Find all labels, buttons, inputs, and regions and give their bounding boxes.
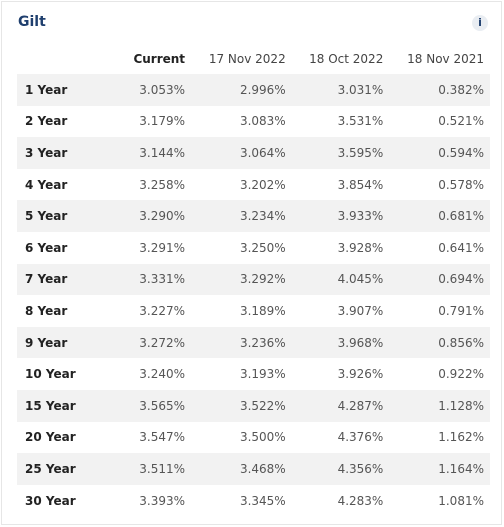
- table-row: 10 Year 3.240% 3.193% 3.926% 0.922%: [17, 358, 490, 390]
- header-17-nov-2022: 17 Nov 2022: [208, 51, 286, 66]
- table-row: 9 Year 3.272% 3.236% 3.968% 0.856%: [17, 326, 490, 359]
- cell-18-nov-2021: 0.594%: [389, 137, 490, 169]
- cell-17-nov-2022: 3.522%: [191, 389, 292, 422]
- row-maturity-label: 15 Year: [17, 389, 119, 422]
- cell-18-nov-2021: 1.164%: [389, 453, 490, 485]
- cell-18-oct-2022: 3.907%: [337, 303, 384, 318]
- cell-current: 3.053%: [119, 74, 192, 106]
- cell-current: 3.258%: [139, 177, 186, 192]
- row-maturity-label: 6 Year: [25, 240, 68, 255]
- cell-current: 3.565%: [119, 389, 192, 422]
- cell-17-nov-2022: 3.500%: [239, 430, 286, 445]
- cell-current: 3.272%: [119, 326, 192, 359]
- cell-current: 3.511%: [119, 453, 192, 485]
- table-row: 5 Year 3.290% 3.234% 3.933% 0.681%: [17, 200, 490, 232]
- cell-17-nov-2022: 3.202%: [239, 177, 286, 192]
- cell-current: 3.290%: [119, 200, 192, 232]
- table-row: 3 Year 3.144% 3.064% 3.595% 0.594%: [17, 137, 490, 169]
- cell-17-nov-2022: 3.189%: [239, 303, 286, 318]
- cell-18-oct-2022: 3.968%: [291, 326, 390, 359]
- gilt-yield-table: Current 17 Nov 2022 18 Oct 2022 18 Nov 2…: [17, 43, 490, 516]
- cell-18-oct-2022: 3.595%: [291, 137, 390, 169]
- cell-17-nov-2022: 3.064%: [191, 137, 292, 169]
- cell-18-nov-2021: 1.162%: [438, 430, 484, 445]
- row-maturity-label: 9 Year: [17, 326, 119, 359]
- cell-18-oct-2022: 4.356%: [291, 453, 390, 485]
- header-current: Current: [133, 51, 186, 66]
- table-row: 15 Year 3.565% 3.522% 4.287% 1.128%: [17, 389, 490, 422]
- cell-18-oct-2022: 4.376%: [337, 430, 384, 445]
- cell-18-nov-2021: 0.681%: [389, 200, 490, 232]
- row-maturity-label: 7 Year: [17, 263, 119, 296]
- cell-current: 3.179%: [139, 114, 186, 129]
- cell-17-nov-2022: 3.345%: [239, 493, 286, 508]
- cell-17-nov-2022: 2.996%: [191, 74, 292, 106]
- cell-18-oct-2022: 3.928%: [337, 240, 384, 255]
- row-maturity-label: 4 Year: [25, 177, 68, 192]
- row-maturity-label: 10 Year: [25, 367, 76, 382]
- cell-18-oct-2022: 3.926%: [337, 367, 384, 382]
- cell-18-oct-2022: 3.031%: [291, 74, 390, 106]
- table-row: 25 Year 3.511% 3.468% 4.356% 1.164%: [17, 453, 490, 485]
- table-row: 2 Year 3.179% 3.083% 3.531% 0.521%: [17, 106, 490, 138]
- header-blank: [17, 43, 119, 74]
- cell-18-oct-2022: 4.045%: [291, 263, 390, 296]
- table-header-row: Current 17 Nov 2022 18 Oct 2022 18 Nov 2…: [17, 43, 490, 74]
- cell-current: 3.547%: [139, 430, 186, 445]
- cell-18-nov-2021: 0.856%: [389, 326, 490, 359]
- row-maturity-label: 1 Year: [17, 74, 119, 106]
- cell-18-oct-2022: 4.283%: [337, 493, 384, 508]
- cell-current: 3.291%: [139, 240, 186, 255]
- cell-current: 3.331%: [119, 263, 192, 296]
- cell-17-nov-2022: 3.083%: [239, 114, 286, 129]
- cell-18-nov-2021: 0.922%: [438, 367, 484, 382]
- panel-title: Gilt: [18, 14, 46, 30]
- cell-current: 3.227%: [139, 303, 186, 318]
- cell-18-nov-2021: 0.578%: [438, 177, 484, 192]
- header-18-oct-2022: 18 Oct 2022: [309, 51, 384, 66]
- table-row: 4 Year 3.258% 3.202% 3.854% 0.578%: [17, 169, 490, 201]
- cell-18-nov-2021: 0.694%: [389, 263, 490, 296]
- table-row: 8 Year 3.227% 3.189% 3.907% 0.791%: [17, 295, 490, 327]
- cell-17-nov-2022: 3.292%: [191, 263, 292, 296]
- cell-18-nov-2021: 0.382%: [389, 74, 490, 106]
- cell-17-nov-2022: 3.236%: [191, 326, 292, 359]
- cell-18-oct-2022: 4.287%: [291, 389, 390, 422]
- row-maturity-label: 5 Year: [17, 200, 119, 232]
- cell-18-oct-2022: 3.854%: [337, 177, 384, 192]
- cell-18-nov-2021: 1.081%: [438, 493, 484, 508]
- row-maturity-label: 3 Year: [17, 137, 119, 169]
- table-row: 1 Year 3.053% 2.996% 3.031% 0.382%: [17, 74, 490, 106]
- cell-18-nov-2021: 0.791%: [438, 303, 484, 318]
- cell-18-nov-2021: 0.641%: [438, 240, 484, 255]
- cell-17-nov-2022: 3.468%: [191, 453, 292, 485]
- cell-18-nov-2021: 0.521%: [438, 114, 484, 129]
- row-maturity-label: 20 Year: [25, 430, 76, 445]
- header-18-nov-2021: 18 Nov 2021: [407, 51, 484, 66]
- table-row: 7 Year 3.331% 3.292% 4.045% 0.694%: [17, 263, 490, 296]
- cell-18-nov-2021: 1.128%: [389, 389, 490, 422]
- row-maturity-label: 30 Year: [25, 493, 76, 508]
- cell-18-oct-2022: 3.531%: [337, 114, 384, 129]
- cell-17-nov-2022: 3.250%: [239, 240, 286, 255]
- table-row: 20 Year 3.547% 3.500% 4.376% 1.162%: [17, 422, 490, 454]
- cell-current: 3.144%: [119, 137, 192, 169]
- info-icon[interactable]: i: [472, 15, 488, 31]
- cell-current: 3.240%: [139, 367, 186, 382]
- table-row: 6 Year 3.291% 3.250% 3.928% 0.641%: [17, 232, 490, 264]
- row-maturity-label: 8 Year: [25, 303, 68, 318]
- table-row: 30 Year 3.393% 3.345% 4.283% 1.081%: [17, 485, 490, 517]
- cell-current: 3.393%: [139, 493, 186, 508]
- cell-17-nov-2022: 3.193%: [239, 367, 286, 382]
- cell-17-nov-2022: 3.234%: [191, 200, 292, 232]
- cell-18-oct-2022: 3.933%: [291, 200, 390, 232]
- row-maturity-label: 25 Year: [17, 453, 119, 485]
- row-maturity-label: 2 Year: [25, 114, 68, 129]
